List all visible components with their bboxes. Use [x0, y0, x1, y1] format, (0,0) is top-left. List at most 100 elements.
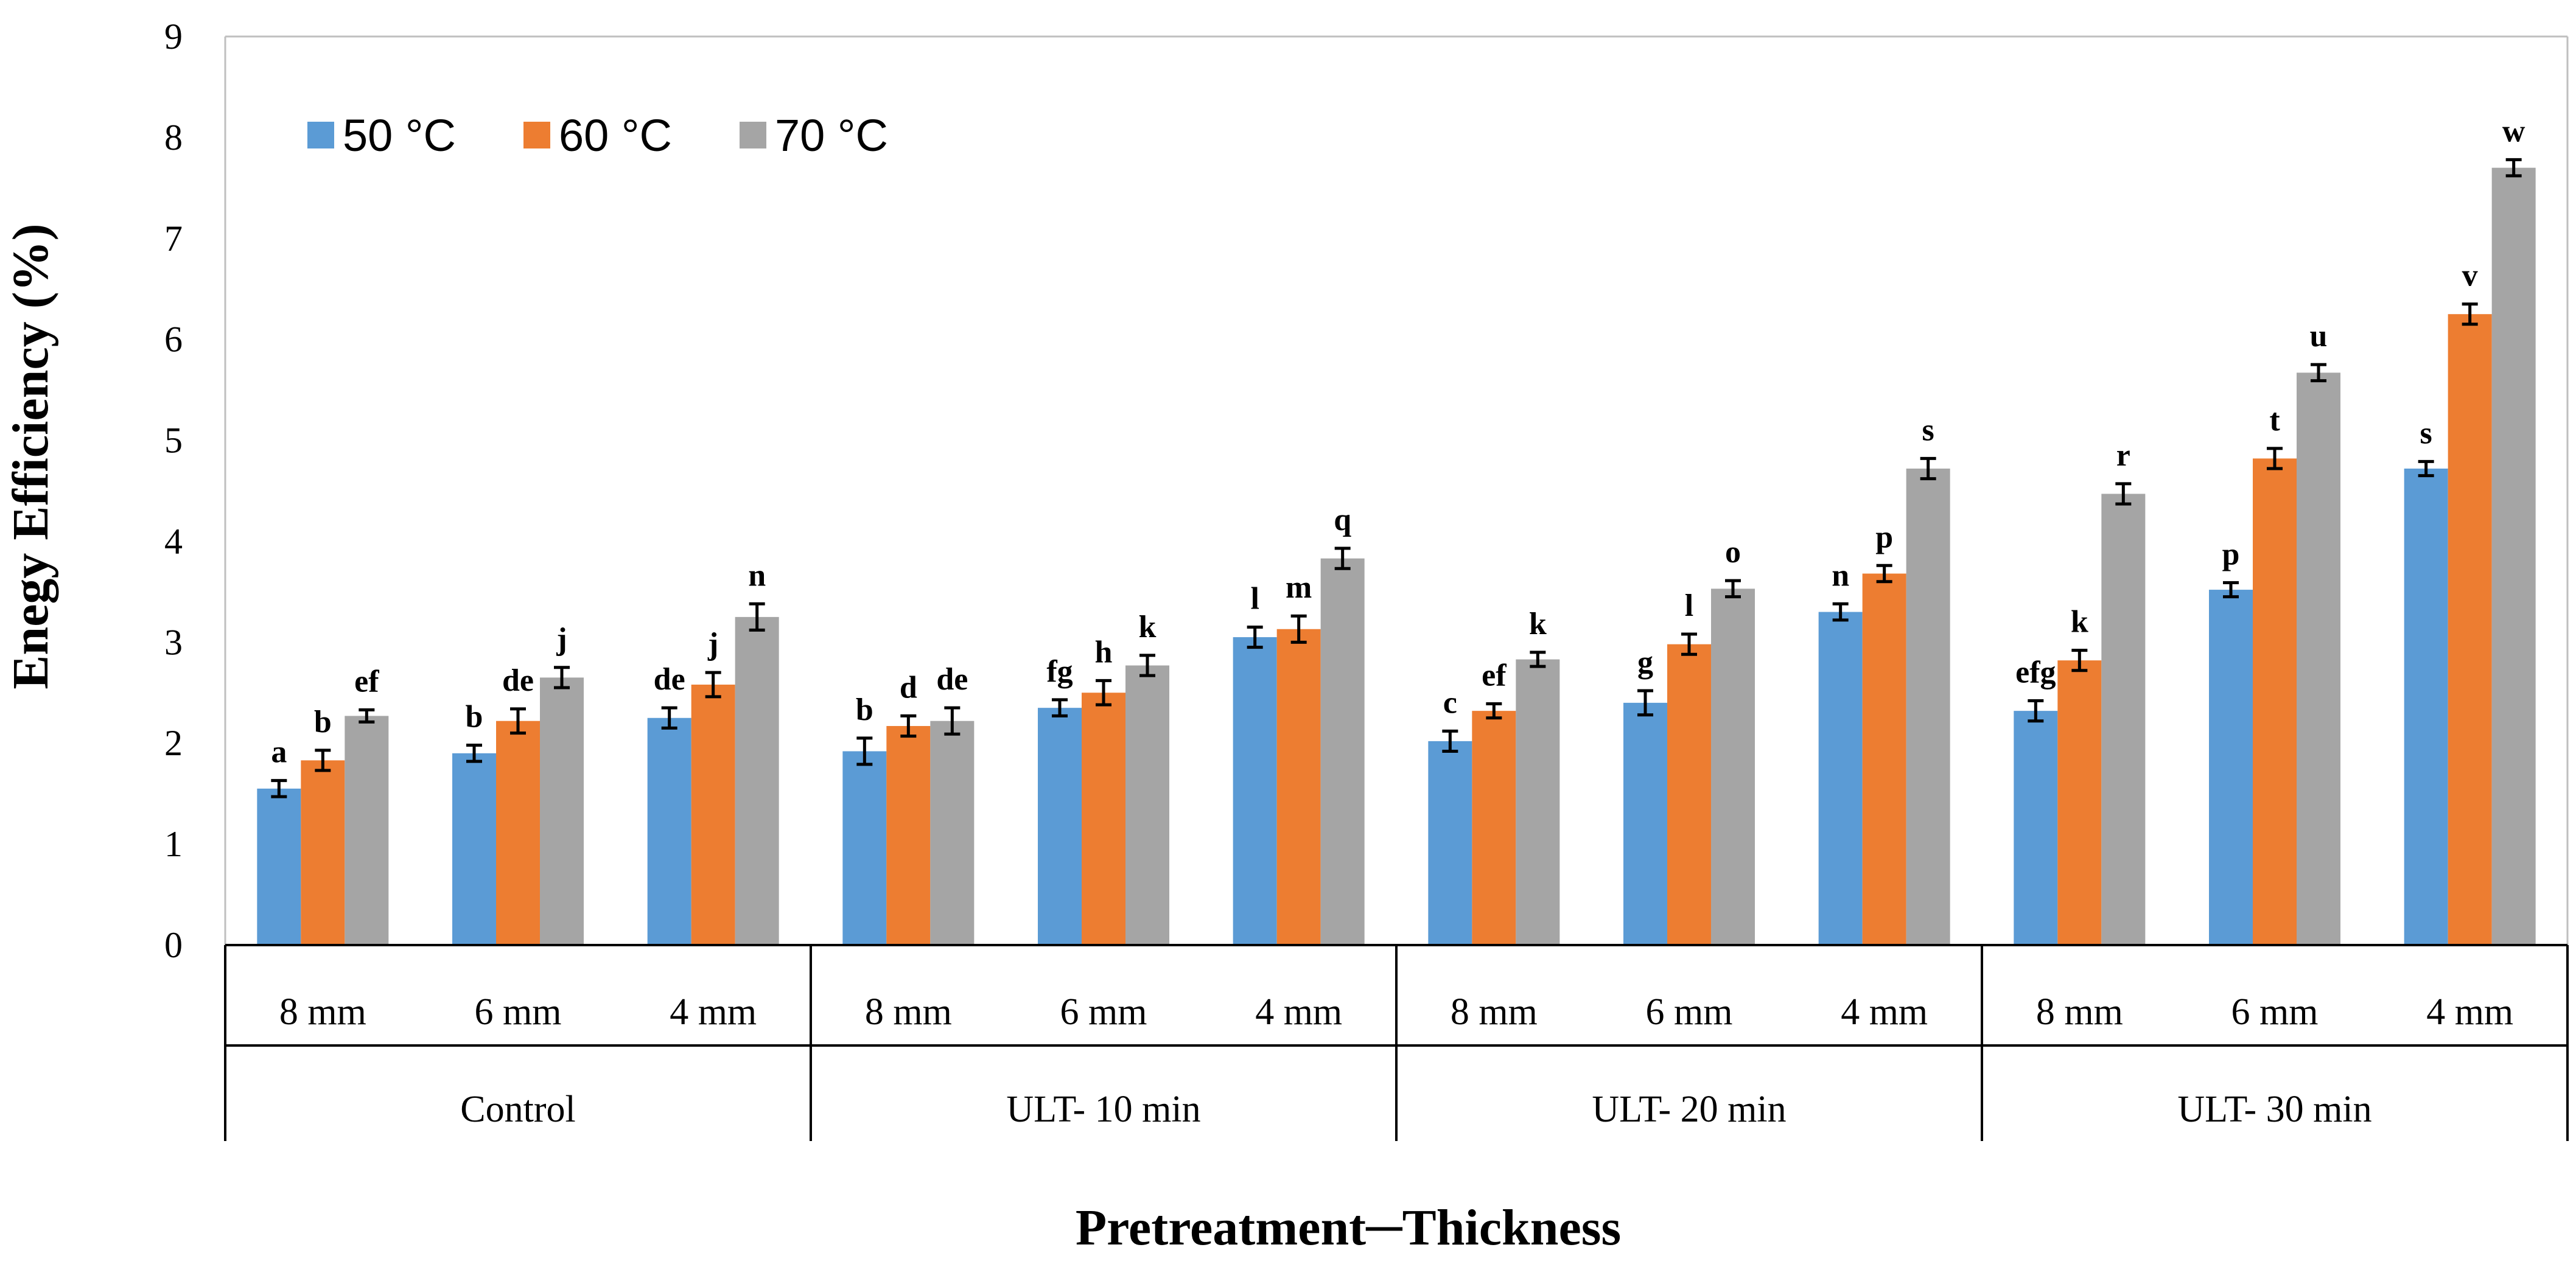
category-label: 4 mm [1255, 991, 1342, 1033]
significance-letter: j [556, 622, 567, 657]
y-tick-label: 7 [164, 218, 183, 259]
y-tick-label: 3 [164, 622, 183, 662]
bar [301, 760, 345, 945]
significance-letter: m [1286, 570, 1312, 605]
bar [2209, 590, 2253, 945]
significance-letter: g [1637, 645, 1653, 680]
bar [345, 716, 389, 945]
significance-letter: p [2222, 537, 2240, 571]
category-label: 8 mm [2036, 991, 2123, 1033]
bar [2057, 660, 2102, 945]
significance-letter: c [1443, 685, 1457, 720]
significance-letter: de [502, 663, 534, 698]
bar [647, 717, 691, 945]
category-label: 6 mm [475, 991, 562, 1033]
legend-swatch [307, 122, 334, 148]
significance-letter: k [1529, 607, 1547, 641]
legend-label: 70 °C [775, 110, 888, 161]
bar [2404, 469, 2448, 945]
significance-letter: r [2116, 438, 2130, 473]
y-tick-label: 4 [164, 521, 183, 561]
significance-letter: n [1832, 558, 1849, 593]
bar [1516, 659, 1560, 945]
bar [1276, 629, 1321, 945]
significance-letter: a [271, 735, 287, 770]
category-label: 6 mm [1646, 991, 1733, 1033]
bar [930, 721, 975, 945]
plot-area-frame [224, 35, 2569, 945]
bar [1667, 644, 1711, 945]
significance-letter: d [900, 670, 917, 705]
bar [2491, 167, 2536, 946]
bar [2014, 711, 2058, 945]
group-label: Control [460, 1089, 575, 1130]
significance-letter: b [314, 705, 332, 739]
category-label: 8 mm [865, 991, 952, 1033]
significance-letter: efg [2015, 655, 2056, 690]
significance-letter: u [2310, 319, 2328, 354]
bar [1082, 693, 1125, 945]
y-tick-label: 9 [164, 16, 183, 57]
significance-letter: fg [1046, 654, 1073, 689]
category-label: 8 mm [1451, 991, 1538, 1033]
significance-letter: h [1095, 635, 1113, 669]
legend-swatch [740, 122, 766, 148]
x-axis-title: Pretreatment─Thickness [1076, 1199, 1621, 1256]
significance-letter: j [707, 627, 718, 661]
significance-letter: b [466, 700, 483, 735]
bar [1428, 741, 1472, 945]
group-label: ULT- 20 min [1592, 1089, 1786, 1130]
bar [1233, 637, 1277, 945]
bar [452, 753, 496, 945]
x-axis-categories: 8 mm 6 mm 4 mm 8 mm 6 mm 4 mm 8 mm 6 mm 4 mm 8 mm… [224, 944, 2569, 1141]
y-axis-ticks: 0 1 2 3 4 5 6 7 8 9 [164, 16, 183, 965]
bar [2253, 458, 2297, 945]
legend-label: 50 °C [343, 110, 456, 161]
significance-letter: n [748, 558, 766, 593]
category-label: 6 mm [1060, 991, 1147, 1033]
bar [2101, 494, 2146, 945]
category-label: 8 mm [279, 991, 366, 1033]
significance-letter: l [1685, 588, 1693, 623]
legend: 50 °C 60 °C 70 °C [307, 110, 888, 161]
significance-letters: abdebfglcgnefgpsbdejdhmeflpktvefjndekqko… [271, 114, 2525, 769]
significance-letter: k [1139, 610, 1157, 644]
bar [691, 685, 735, 945]
bar [1711, 588, 1755, 945]
significance-letter: k [2071, 605, 2088, 640]
group-label: ULT- 10 min [1006, 1089, 1200, 1130]
bar-series [257, 167, 2536, 946]
significance-letter: ef [354, 664, 379, 699]
bar [540, 677, 584, 945]
category-label: 6 mm [2231, 991, 2319, 1033]
significance-letter: de [654, 662, 685, 697]
significance-letter: q [1334, 503, 1351, 537]
y-tick-label: 5 [164, 421, 183, 461]
category-label: 4 mm [2426, 991, 2513, 1033]
legend-label: 60 °C [559, 110, 672, 161]
y-tick-label: 8 [164, 117, 183, 158]
y-tick-label: 0 [164, 925, 183, 965]
y-axis-title: Enegy Efficiency (%) [2, 223, 59, 689]
significance-letter: p [1875, 520, 1893, 554]
significance-letter: v [2462, 259, 2478, 293]
category-label: 4 mm [1841, 991, 1928, 1033]
bar [1038, 708, 1082, 945]
significance-letter: t [2269, 403, 2280, 438]
legend-swatch [523, 122, 550, 148]
group-label: ULT- 30 min [2177, 1089, 2371, 1130]
bar [1906, 469, 1950, 945]
y-tick-label: 1 [164, 824, 183, 864]
bar [1320, 558, 1365, 945]
bar [1125, 665, 1169, 945]
bar [257, 788, 301, 945]
significance-letter: ef [1482, 658, 1507, 693]
bar [1623, 702, 1667, 945]
bar [496, 721, 540, 945]
significance-letter: de [936, 662, 968, 697]
significance-letter: b [856, 693, 873, 727]
bar [735, 616, 779, 945]
significance-letter: l [1250, 581, 1259, 616]
bar [1472, 711, 1516, 945]
